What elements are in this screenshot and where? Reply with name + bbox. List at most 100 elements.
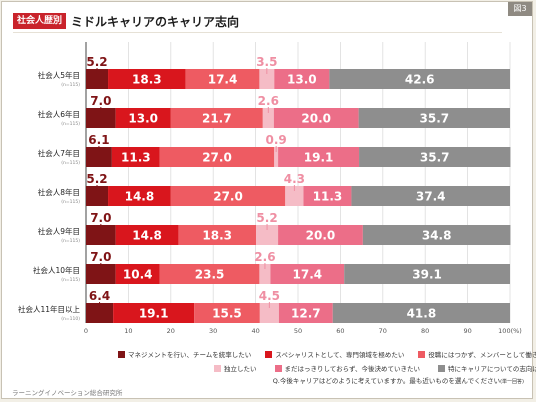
data-label: 11.3 xyxy=(313,190,343,204)
legend: マネジメントを行い、チームを統率したい スペシャリストとして、専門領域を極めたい… xyxy=(118,349,536,377)
bar-segment xyxy=(278,225,363,245)
data-label: 14.8 xyxy=(132,229,162,243)
legend-label: 特にキャリアについての志向はない xyxy=(448,365,536,373)
bar-segment xyxy=(351,186,510,206)
legend-item-independent: 独立したい xyxy=(214,363,257,373)
bar-segment xyxy=(285,186,304,206)
bar-segment xyxy=(358,108,510,128)
x-tick-label: 10 xyxy=(124,327,132,335)
bar-segment xyxy=(115,264,160,284)
sample-size-label: (n=115) xyxy=(61,199,80,205)
legend-label: マネジメントを行い、チームを統率したい xyxy=(128,351,252,359)
bar-segment xyxy=(274,69,330,89)
data-label: 27.0 xyxy=(213,190,243,204)
sample-size-label: (n=115) xyxy=(61,238,80,244)
data-label: 7.0 xyxy=(90,250,111,264)
bar-segment xyxy=(115,108,171,128)
category-label: 社会人10年目 xyxy=(33,265,80,275)
bar-segment xyxy=(115,225,179,245)
data-label: 19.1 xyxy=(139,307,169,321)
data-label: 19.1 xyxy=(304,151,334,165)
x-tick-label: 0 xyxy=(84,327,88,335)
bar-segment xyxy=(270,264,345,284)
header-divider xyxy=(13,32,502,33)
bar-segment xyxy=(256,225,279,245)
data-label: 2.6 xyxy=(258,94,279,108)
data-label: 6.4 xyxy=(89,289,110,303)
legend-row-1: マネジメントを行い、チームを統率したい スペシャリストとして、専門領域を極めたい… xyxy=(118,349,536,359)
bar-segment xyxy=(194,303,260,323)
x-tick-label: 80 xyxy=(421,327,429,335)
bar-segment xyxy=(329,69,510,89)
data-label: 18.3 xyxy=(202,229,232,243)
legend-swatch xyxy=(274,364,282,372)
bar-segment xyxy=(259,69,275,89)
legend-swatch xyxy=(265,350,273,358)
bar-segment xyxy=(262,108,274,128)
category-label: 社会人11年目以上 xyxy=(18,304,81,314)
category-label: 社会人5年目 xyxy=(38,70,80,80)
x-tick-label: 90 xyxy=(463,327,471,335)
data-label: 13.0 xyxy=(128,112,158,126)
legend-label: スペシャリストとして、専門領域を極めたい xyxy=(275,351,405,359)
figure-number: 図3 xyxy=(508,2,532,16)
data-label: 5.2 xyxy=(86,55,107,69)
bar-segment xyxy=(185,69,260,89)
data-label: 41.8 xyxy=(407,307,437,321)
bar-segment xyxy=(303,186,352,206)
survey-question: Q.今後キャリアはどのように考えていますか。最も近いものを選んでください(単一回… xyxy=(273,375,524,385)
data-label: 6.1 xyxy=(88,133,109,147)
data-label: 39.1 xyxy=(412,268,442,282)
bar-segment xyxy=(159,264,260,284)
bar-segment xyxy=(359,147,511,167)
bar-segment xyxy=(86,225,116,245)
data-label: 4.5 xyxy=(259,289,280,303)
category-label: 社会人6年目 xyxy=(38,109,80,119)
x-tick-label: 40 xyxy=(251,327,259,335)
data-label: 10.4 xyxy=(123,268,153,282)
bar-segment xyxy=(170,108,263,128)
data-label: 17.4 xyxy=(293,268,323,282)
x-tick-label: 30 xyxy=(209,327,217,335)
sample-size-label: (n=115) xyxy=(61,160,80,166)
chart-title: ミドルキャリアのキャリア志向 xyxy=(71,14,240,29)
bar-segment xyxy=(170,186,286,206)
category-badge: 社会人歴別 xyxy=(13,13,67,29)
x-tick-label: 100(%) xyxy=(498,327,522,335)
legend-label: 独立したい xyxy=(224,365,257,373)
data-label: 3.5 xyxy=(256,55,277,69)
data-label: 27.0 xyxy=(202,151,232,165)
bar-segment xyxy=(86,186,109,206)
data-label: 23.5 xyxy=(195,268,225,282)
data-label: 5.2 xyxy=(256,211,277,225)
legend-swatch xyxy=(418,350,426,358)
category-label: 社会人8年目 xyxy=(38,187,80,197)
bar-segment xyxy=(113,303,195,323)
question-text: Q.今後キャリアはどのように考えていますか。最も近いものを選んでください xyxy=(272,377,501,385)
legend-row-2: 独立したい まだはっきりしておらず、今後決めていきたい 特にキャリアについての志… xyxy=(118,363,536,373)
legend-item-no-preference: 特にキャリアについての志向はない xyxy=(438,363,536,373)
category-label: 社会人9年目 xyxy=(38,226,80,236)
x-tick-label: 60 xyxy=(336,327,344,335)
bar-segment xyxy=(108,186,171,206)
data-label: 20.0 xyxy=(306,229,336,243)
bar-segment xyxy=(108,69,186,89)
bar-segment xyxy=(86,108,116,128)
bar-segment xyxy=(259,264,271,284)
data-label: 7.0 xyxy=(90,94,111,108)
data-label: 12.7 xyxy=(291,307,321,321)
x-tick-label: 20 xyxy=(167,327,175,335)
legend-swatch xyxy=(118,350,125,358)
data-label: 21.7 xyxy=(202,112,232,126)
data-label: 7.0 xyxy=(90,211,111,225)
bar-segment xyxy=(273,108,359,128)
data-label: 2.6 xyxy=(254,250,275,264)
bar-segment xyxy=(86,69,109,89)
bar-segment xyxy=(362,225,511,245)
sample-size-label: (n=115) xyxy=(61,82,80,88)
chart-header: 社会人歴別 ミドルキャリアのキャリア志向 xyxy=(13,12,239,30)
bar-segment xyxy=(278,303,333,323)
bar-segment xyxy=(274,147,279,167)
data-label: 35.7 xyxy=(420,112,450,126)
legend-label: 役職にはつかず、メンバーとして働きたい xyxy=(428,351,536,359)
